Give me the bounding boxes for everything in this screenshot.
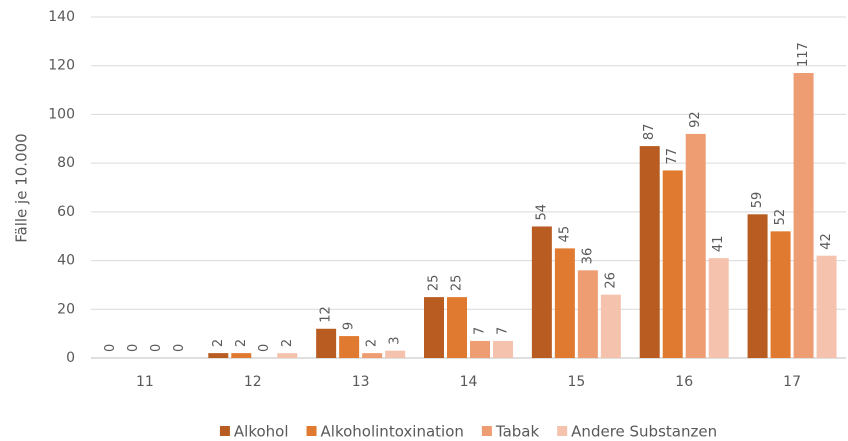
data-label: 42 [819, 233, 834, 250]
data-label: 77 [665, 148, 680, 165]
data-label: 2 [234, 339, 249, 347]
bar [208, 353, 229, 358]
bar [600, 294, 621, 358]
data-label: 7 [473, 327, 488, 335]
bar [685, 133, 706, 358]
bar [493, 340, 513, 358]
bar [577, 270, 598, 358]
legend-swatch [306, 426, 317, 436]
legend-swatch [557, 426, 568, 436]
data-label: 54 [534, 204, 549, 221]
bar [316, 328, 337, 358]
x-tick-label: 17 [783, 374, 801, 390]
data-label: 12 [319, 306, 334, 323]
data-label: 25 [450, 275, 465, 292]
bar [708, 258, 729, 358]
bar [362, 353, 383, 358]
legend-swatch [219, 426, 230, 436]
data-label: 59 [750, 192, 765, 209]
x-tick-label: 11 [136, 374, 154, 390]
legend-label: Andere Substanzen [571, 423, 717, 441]
bar [662, 170, 683, 358]
bar [339, 336, 360, 358]
y-tick-label: 100 [48, 106, 75, 122]
bar [385, 350, 406, 358]
x-tick-label: 16 [675, 374, 693, 390]
data-label: 25 [427, 275, 442, 292]
bar [793, 73, 814, 359]
data-label: 36 [580, 248, 595, 265]
y-tick-label: 0 [66, 350, 75, 366]
data-label: 52 [773, 209, 788, 226]
data-label: 0 [126, 344, 141, 352]
data-label: 41 [711, 236, 726, 253]
data-label: 7 [496, 327, 511, 335]
bar [447, 297, 467, 358]
data-label: 2 [365, 339, 380, 347]
bar [231, 353, 252, 358]
y-tick-label: 120 [48, 58, 75, 74]
x-tick-label: 15 [567, 374, 585, 390]
bar [531, 226, 552, 358]
legend-label: Alkohol [234, 423, 289, 441]
legend-swatch [481, 426, 492, 436]
data-label: 117 [796, 42, 811, 67]
x-tick-label: 14 [460, 374, 478, 390]
data-label: 3 [388, 336, 403, 344]
data-label: 0 [172, 344, 187, 352]
data-label: 0 [149, 344, 164, 352]
data-label: 92 [688, 111, 703, 128]
legend-label: Alkoholintoxination [321, 423, 464, 441]
data-label: 2 [211, 339, 226, 347]
bar [770, 231, 791, 358]
data-label: 87 [642, 124, 657, 141]
x-tick-label: 13 [352, 374, 370, 390]
data-label: 26 [603, 272, 618, 289]
data-label: 0 [103, 344, 118, 352]
y-tick-label: 20 [57, 301, 75, 317]
bar [554, 248, 575, 358]
y-tick-label: 60 [57, 204, 75, 220]
bar [470, 340, 490, 358]
data-label: 9 [342, 322, 357, 330]
bar [277, 353, 298, 358]
y-axis-label: Fälle je 10.000 [13, 133, 31, 242]
y-tick-label: 140 [48, 9, 75, 25]
x-tick-label: 12 [244, 374, 262, 390]
y-tick-label: 80 [57, 155, 75, 171]
data-label: 0 [257, 344, 272, 352]
data-label: 2 [280, 339, 295, 347]
bar [424, 297, 444, 358]
data-label: 45 [557, 226, 572, 243]
legend-label: Tabak [495, 423, 540, 441]
bar [639, 146, 660, 358]
y-tick-label: 40 [57, 253, 75, 269]
bar [816, 255, 837, 358]
bar [747, 214, 768, 358]
